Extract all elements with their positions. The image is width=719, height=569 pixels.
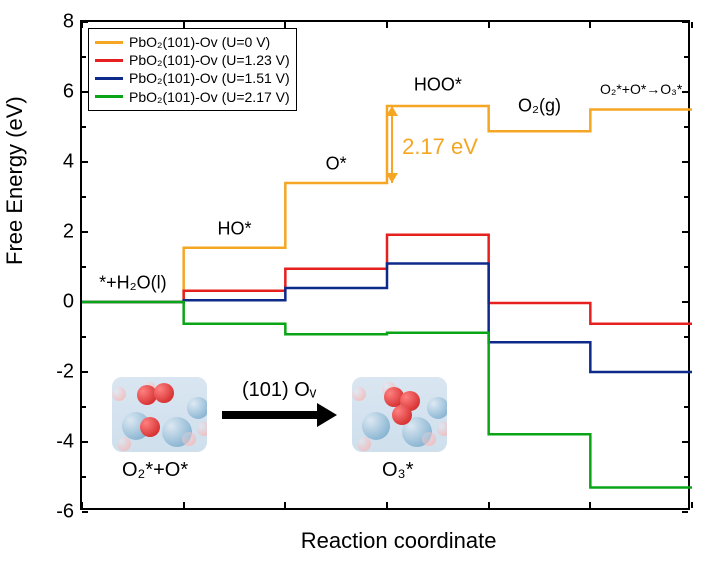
atom-icon [422, 432, 436, 446]
inset-arrow-label: (101) Oᵥ [242, 379, 316, 402]
oxygen-atom-icon [140, 417, 160, 437]
arrow-head-icon [317, 403, 337, 427]
legend-swatch [95, 41, 123, 44]
annotation-text: 2.17 eV [402, 134, 478, 160]
legend-item: PbO₂(101)-Ov (U=1.51 V) [95, 69, 290, 87]
legend-label: PbO₂(101)-Ov (U=1.23 V) [129, 51, 290, 69]
legend-item: PbO₂(101)-Ov (U=0 V) [95, 33, 290, 51]
legend-swatch [95, 95, 123, 98]
molecule-inset [112, 377, 207, 452]
y-tick-label: -6 [56, 501, 82, 524]
molecule-inset [352, 377, 447, 452]
series-blue [82, 264, 692, 373]
y-axis-label: Free Energy (eV) [2, 96, 28, 265]
y-tick-label: -4 [56, 431, 82, 454]
oxygen-atom-icon [392, 405, 412, 425]
legend-label: PbO₂(101)-Ov (U=2.17 V) [129, 88, 290, 106]
atom-icon [187, 397, 207, 419]
step-label: HO* [217, 218, 251, 239]
arrow-head-icon [386, 173, 398, 183]
atom-icon [197, 422, 207, 436]
y-tick-label: 2 [63, 221, 82, 244]
inset-left-label: O₂*+O* [122, 459, 188, 482]
y-tick-label: 8 [63, 11, 82, 34]
legend-swatch [95, 59, 123, 62]
step-label: *+H₂O(l) [99, 272, 167, 293]
arrow-icon [222, 411, 317, 419]
atom-icon [437, 422, 447, 436]
atom-icon [117, 437, 131, 451]
y-tick-label: 6 [63, 81, 82, 104]
atom-icon [112, 387, 126, 401]
atom-icon [362, 412, 390, 440]
y-tick-label: 0 [63, 291, 82, 314]
step-label: O* [326, 153, 347, 174]
legend-item: PbO₂(101)-Ov (U=1.23 V) [95, 51, 290, 69]
legend-label: PbO₂(101)-Ov (U=0 V) [129, 33, 270, 51]
oxygen-atom-icon [154, 383, 174, 403]
atom-icon [357, 437, 371, 451]
atom-icon [352, 387, 366, 401]
arrow-head-icon [386, 106, 398, 116]
atom-icon [182, 432, 196, 446]
y-tick-label: -2 [56, 361, 82, 384]
legend-label: PbO₂(101)-Ov (U=1.51 V) [129, 69, 290, 87]
chart-plot-area: -6-4-202468*+H₂O(l)HO*O*HOO*O₂(g)O₂*+O*→… [80, 20, 690, 510]
step-label: HOO* [414, 75, 462, 96]
legend-swatch [95, 77, 123, 80]
step-label: O₂(g) [518, 96, 561, 117]
legend-item: PbO₂(101)-Ov (U=2.17 V) [95, 88, 290, 106]
x-axis-label: Reaction coordinate [301, 528, 497, 554]
step-label: O₂*+O*→O₃* [600, 81, 682, 97]
atom-icon [427, 397, 447, 419]
annotation-arrow [391, 106, 393, 183]
legend: PbO₂(101)-Ov (U=0 V)PbO₂(101)-Ov (U=1.23… [88, 28, 297, 111]
inset-right-label: O₃* [382, 459, 413, 482]
y-tick-label: 4 [63, 151, 82, 174]
